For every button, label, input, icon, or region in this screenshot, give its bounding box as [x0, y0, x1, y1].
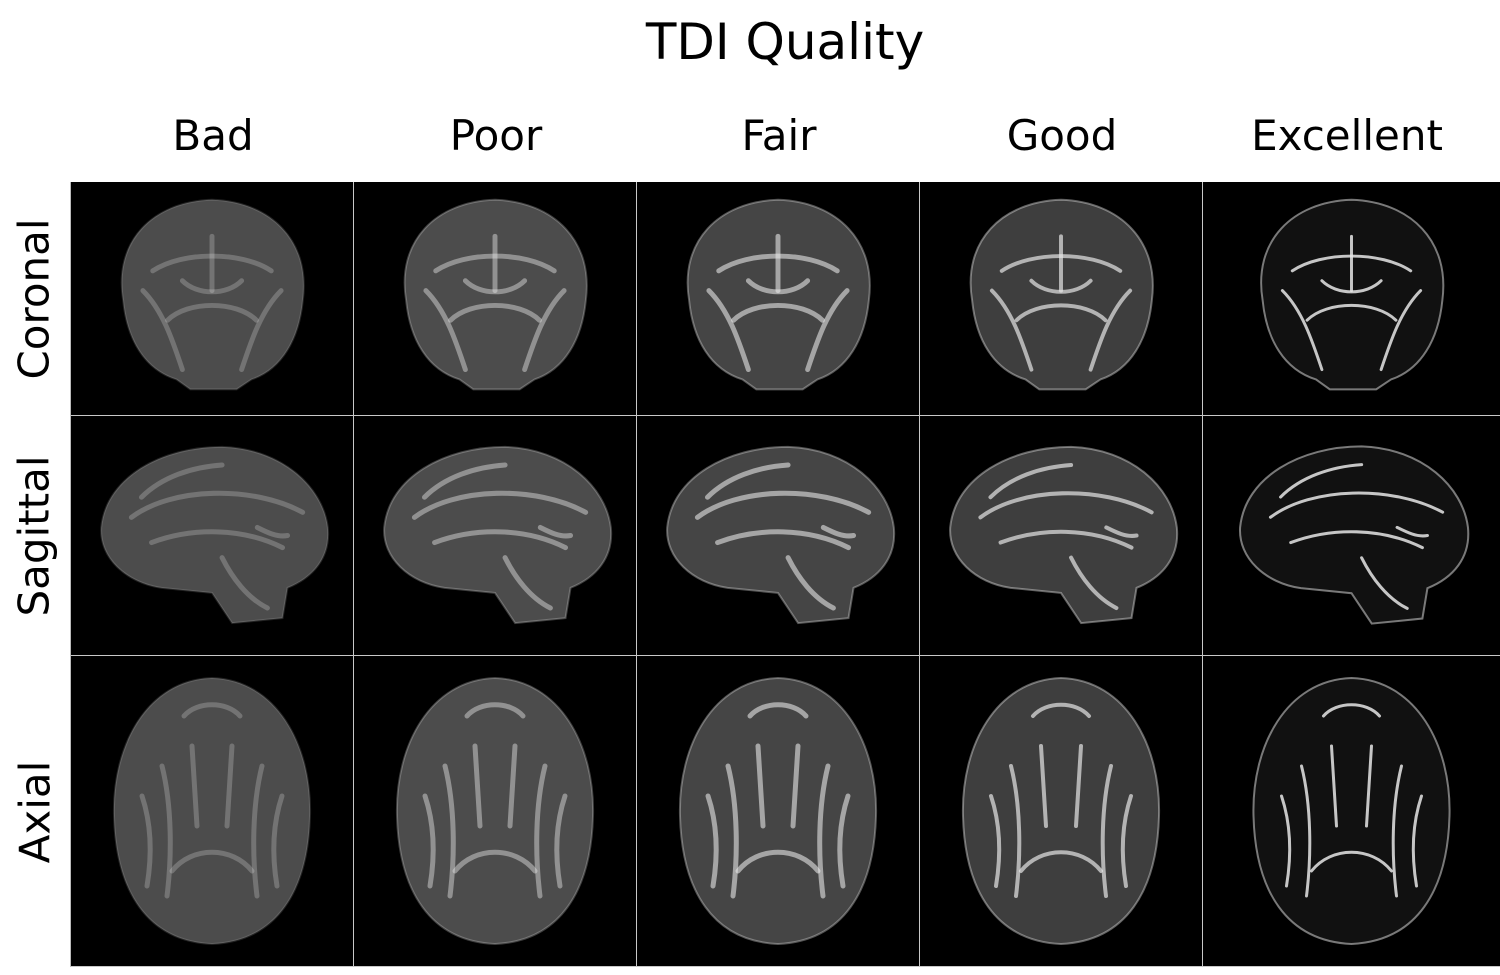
- brain-slice-sagittal-excellent: [1203, 416, 1500, 656]
- brain-slice-coronal-fair: [637, 182, 920, 416]
- row-label-sagittal: Sagittal: [10, 455, 60, 617]
- row-header-coronal: Coronal: [0, 182, 70, 416]
- brain-slice-axial-excellent: [1203, 656, 1500, 967]
- figure-title: TDI Quality: [645, 13, 925, 71]
- brain-slice-axial-bad: [71, 656, 354, 967]
- image-grid: [70, 182, 1500, 967]
- brain-slice-coronal-poor: [354, 182, 637, 416]
- row-label-coronal: Coronal: [10, 218, 59, 380]
- row-header-axial: Axial: [0, 656, 70, 967]
- row-header-sagittal: Sagittal: [0, 416, 70, 656]
- column-header-poor: Poor: [449, 111, 543, 160]
- brain-slice-axial-poor: [354, 656, 637, 967]
- brain-slice-sagittal-poor: [354, 416, 637, 656]
- column-header-fair: Fair: [741, 111, 817, 160]
- column-header-bad: Bad: [172, 111, 254, 160]
- brain-slice-sagittal-fair: [637, 416, 920, 656]
- brain-slice-axial-good: [920, 656, 1203, 967]
- brain-slice-coronal-bad: [71, 182, 354, 416]
- brain-slice-axial-fair: [637, 656, 920, 967]
- column-header-excellent: Excellent: [1251, 111, 1443, 160]
- row-label-axial: Axial: [10, 760, 60, 863]
- brain-slice-coronal-excellent: [1203, 182, 1500, 416]
- brain-slice-sagittal-bad: [71, 416, 354, 656]
- brain-slice-coronal-good: [920, 182, 1203, 416]
- column-header-good: Good: [1006, 111, 1118, 160]
- brain-slice-sagittal-good: [920, 416, 1203, 656]
